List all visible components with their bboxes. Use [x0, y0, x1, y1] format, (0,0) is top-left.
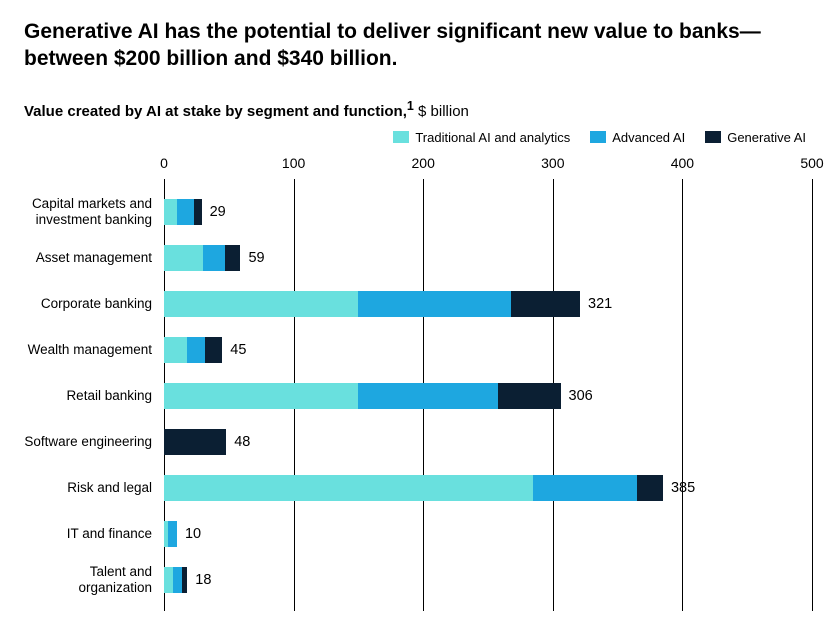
bar-segment	[637, 475, 663, 501]
row-label: Wealth management	[24, 342, 156, 358]
bar: 385	[164, 475, 812, 501]
legend-label: Generative AI	[727, 130, 806, 145]
chart-row: Corporate banking 321	[24, 281, 812, 327]
legend-swatch	[705, 131, 721, 143]
bar: 10	[164, 521, 812, 547]
axis-tick-label: 500	[800, 155, 823, 171]
bar-total-label: 29	[210, 204, 226, 220]
chart-row: IT and finance 10	[24, 511, 812, 557]
bar: 306	[164, 383, 812, 409]
row-label: Asset management	[24, 250, 156, 266]
bar: 18	[164, 567, 812, 593]
bar: 321	[164, 291, 812, 317]
chart-title: Generative AI has the potential to deliv…	[24, 18, 804, 73]
bar-segment	[533, 475, 637, 501]
bar: 59	[164, 245, 812, 271]
bar: 45	[164, 337, 812, 363]
bar-segment	[203, 245, 225, 271]
bar-segment	[358, 291, 511, 317]
bar-segment	[164, 199, 177, 225]
bar-segment	[164, 429, 226, 455]
bar-segment	[173, 567, 182, 593]
legend-label: Advanced AI	[612, 130, 685, 145]
gridline	[812, 179, 813, 611]
bar-segment	[164, 383, 358, 409]
subtitle-footnote: 1	[407, 99, 414, 113]
bar-segment	[225, 245, 241, 271]
bar-segment	[177, 199, 194, 225]
bar-segment	[511, 291, 580, 317]
bar-segment	[164, 475, 533, 501]
subtitle-bold: Value created by AI at stake by segment …	[24, 103, 407, 120]
chart-row: Talent and organization 18	[24, 557, 812, 603]
legend-swatch	[590, 131, 606, 143]
bar-total-label: 10	[185, 526, 201, 542]
bar-segment	[164, 245, 203, 271]
row-label: Retail banking	[24, 388, 156, 404]
row-label: Software engineering	[24, 434, 156, 450]
bar-segment	[194, 199, 202, 225]
bar-segment	[168, 521, 177, 547]
subtitle-unit: $ billion	[414, 103, 469, 120]
bar-total-label: 306	[569, 388, 593, 404]
bar: 48	[164, 429, 812, 455]
row-label: IT and finance	[24, 526, 156, 542]
bar-total-label: 321	[588, 296, 612, 312]
bar-segment	[164, 337, 187, 363]
row-label: Capital markets and investment banking	[24, 196, 156, 227]
legend-item: Advanced AI	[590, 130, 685, 145]
bar-total-label: 18	[195, 572, 211, 588]
chart-row: Asset management 59	[24, 235, 812, 281]
bar-segment	[164, 567, 173, 593]
bar-segment	[187, 337, 205, 363]
row-label: Risk and legal	[24, 480, 156, 496]
bar-segment	[164, 291, 358, 317]
bar: 29	[164, 199, 812, 225]
bar-total-label: 45	[230, 342, 246, 358]
bar-segment	[182, 567, 187, 593]
chart-row: Capital markets and investment banking 29	[24, 189, 812, 235]
row-label: Corporate banking	[24, 296, 156, 312]
axis-tick-label: 200	[412, 155, 435, 171]
legend-item: Traditional AI and analytics	[393, 130, 570, 145]
bar-chart: 0100200300400500 Capital markets and inv…	[24, 151, 812, 611]
bar-segment	[205, 337, 222, 363]
bar-total-label: 385	[671, 480, 695, 496]
bar-total-label: 59	[248, 250, 264, 266]
axis-tick-label: 400	[671, 155, 694, 171]
row-label: Talent and organization	[24, 564, 156, 595]
chart-row: Risk and legal 385	[24, 465, 812, 511]
chart-subtitle: Value created by AI at stake by segment …	[24, 99, 812, 120]
legend-item: Generative AI	[705, 130, 806, 145]
bar-segment	[498, 383, 560, 409]
axis-tick-label: 0	[160, 155, 168, 171]
legend-swatch	[393, 131, 409, 143]
bar-total-label: 48	[234, 434, 250, 450]
legend: Traditional AI and analytics Advanced AI G…	[24, 130, 812, 145]
legend-label: Traditional AI and analytics	[415, 130, 570, 145]
axis-tick-label: 300	[541, 155, 564, 171]
chart-row: Retail banking 306	[24, 373, 812, 419]
chart-row: Wealth management 45	[24, 327, 812, 373]
chart-row: Software engineering 48	[24, 419, 812, 465]
axis-tick-label: 100	[282, 155, 305, 171]
bar-segment	[358, 383, 498, 409]
chart-rows: Capital markets and investment banking 29…	[24, 189, 812, 603]
